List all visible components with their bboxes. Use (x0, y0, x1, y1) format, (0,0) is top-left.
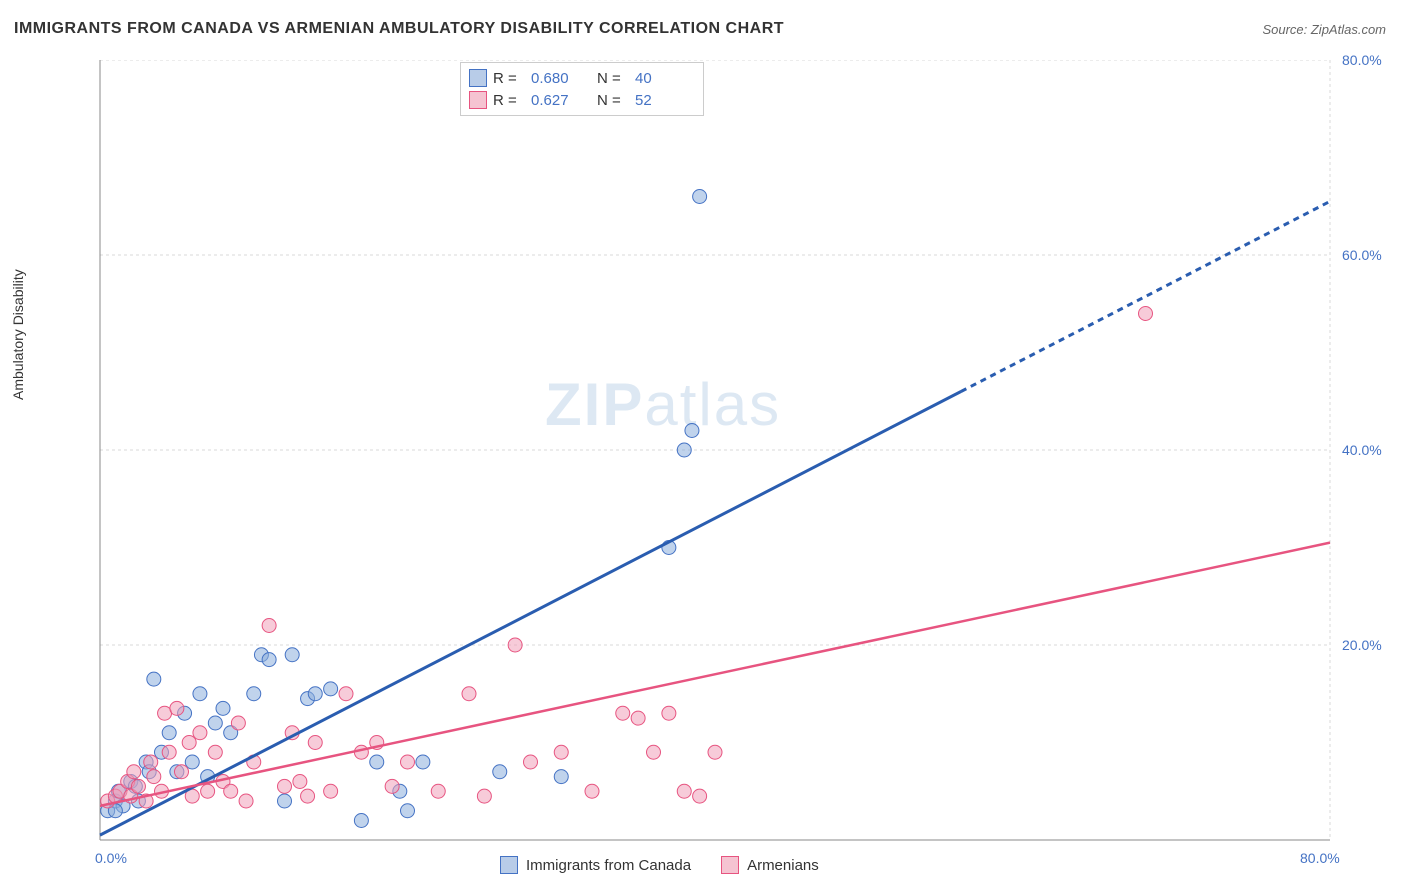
r-label: R = (493, 70, 525, 87)
x-tick-label: 0.0% (95, 850, 127, 866)
legend-series-label: Armenians (747, 857, 819, 874)
y-axis-label: Ambulatory Disability (10, 269, 26, 400)
y-tick-label: 80.0% (1342, 52, 1382, 68)
legend-stats-row: R = 0.680 N = 40 (469, 67, 695, 89)
legend-series-item: Immigrants from Canada (500, 856, 691, 874)
chart-container (50, 60, 1380, 860)
legend-swatch-blue (469, 69, 487, 87)
n-value: 40 (635, 70, 695, 87)
scatter-chart (50, 60, 1380, 860)
n-label: N = (597, 92, 629, 109)
x-tick-label: 80.0% (1300, 850, 1340, 866)
n-value: 52 (635, 92, 695, 109)
n-label: N = (597, 70, 629, 87)
y-tick-label: 60.0% (1342, 247, 1382, 263)
source-attribution: Source: ZipAtlas.com (1262, 22, 1386, 37)
r-value: 0.627 (531, 92, 591, 109)
r-value: 0.680 (531, 70, 591, 87)
legend-swatch-pink (721, 856, 739, 874)
legend-series-label: Immigrants from Canada (526, 857, 691, 874)
legend-stats: R = 0.680 N = 40 R = 0.627 N = 52 (460, 62, 704, 116)
legend-swatch-blue (500, 856, 518, 874)
legend-series-item: Armenians (721, 856, 819, 874)
y-tick-label: 40.0% (1342, 442, 1382, 458)
chart-title: IMMIGRANTS FROM CANADA VS ARMENIAN AMBUL… (14, 20, 784, 38)
legend-stats-row: R = 0.627 N = 52 (469, 89, 695, 111)
legend-swatch-pink (469, 91, 487, 109)
r-label: R = (493, 92, 525, 109)
y-tick-label: 20.0% (1342, 637, 1382, 653)
legend-series: Immigrants from Canada Armenians (500, 856, 819, 874)
